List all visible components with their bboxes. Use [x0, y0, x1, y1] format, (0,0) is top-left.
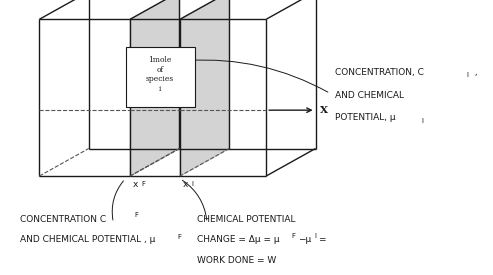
Text: x: x: [133, 180, 138, 189]
Text: I: I: [314, 233, 316, 239]
Text: F: F: [177, 234, 181, 240]
Polygon shape: [130, 0, 179, 176]
Polygon shape: [180, 0, 229, 176]
Bar: [126, 47, 195, 108]
Text: I: I: [422, 118, 423, 124]
Text: I: I: [191, 181, 193, 187]
Text: F: F: [292, 233, 296, 239]
Text: F: F: [141, 181, 145, 187]
Text: CONCENTRATION C: CONCENTRATION C: [20, 214, 106, 224]
Text: WORK DONE = W: WORK DONE = W: [197, 256, 277, 265]
Text: AND CHEMICAL: AND CHEMICAL: [335, 91, 404, 100]
Text: =: =: [318, 235, 326, 244]
Text: AND CHEMICAL POTENTIAL , μ: AND CHEMICAL POTENTIAL , μ: [20, 235, 155, 244]
Text: CHEMICAL POTENTIAL: CHEMICAL POTENTIAL: [197, 214, 296, 224]
Text: X: X: [320, 106, 328, 115]
Text: I: I: [466, 72, 468, 78]
Text: POTENTIAL, μ: POTENTIAL, μ: [335, 113, 396, 122]
Text: ,: ,: [472, 68, 478, 77]
Text: −μ: −μ: [298, 235, 312, 244]
Text: CHANGE = Δμ = μ: CHANGE = Δμ = μ: [197, 235, 280, 244]
Text: 1mole
of
species
i: 1mole of species i: [146, 56, 174, 93]
Text: CONCENTRATION, C: CONCENTRATION, C: [335, 68, 424, 77]
Text: F: F: [134, 212, 138, 218]
Text: x: x: [182, 180, 188, 189]
